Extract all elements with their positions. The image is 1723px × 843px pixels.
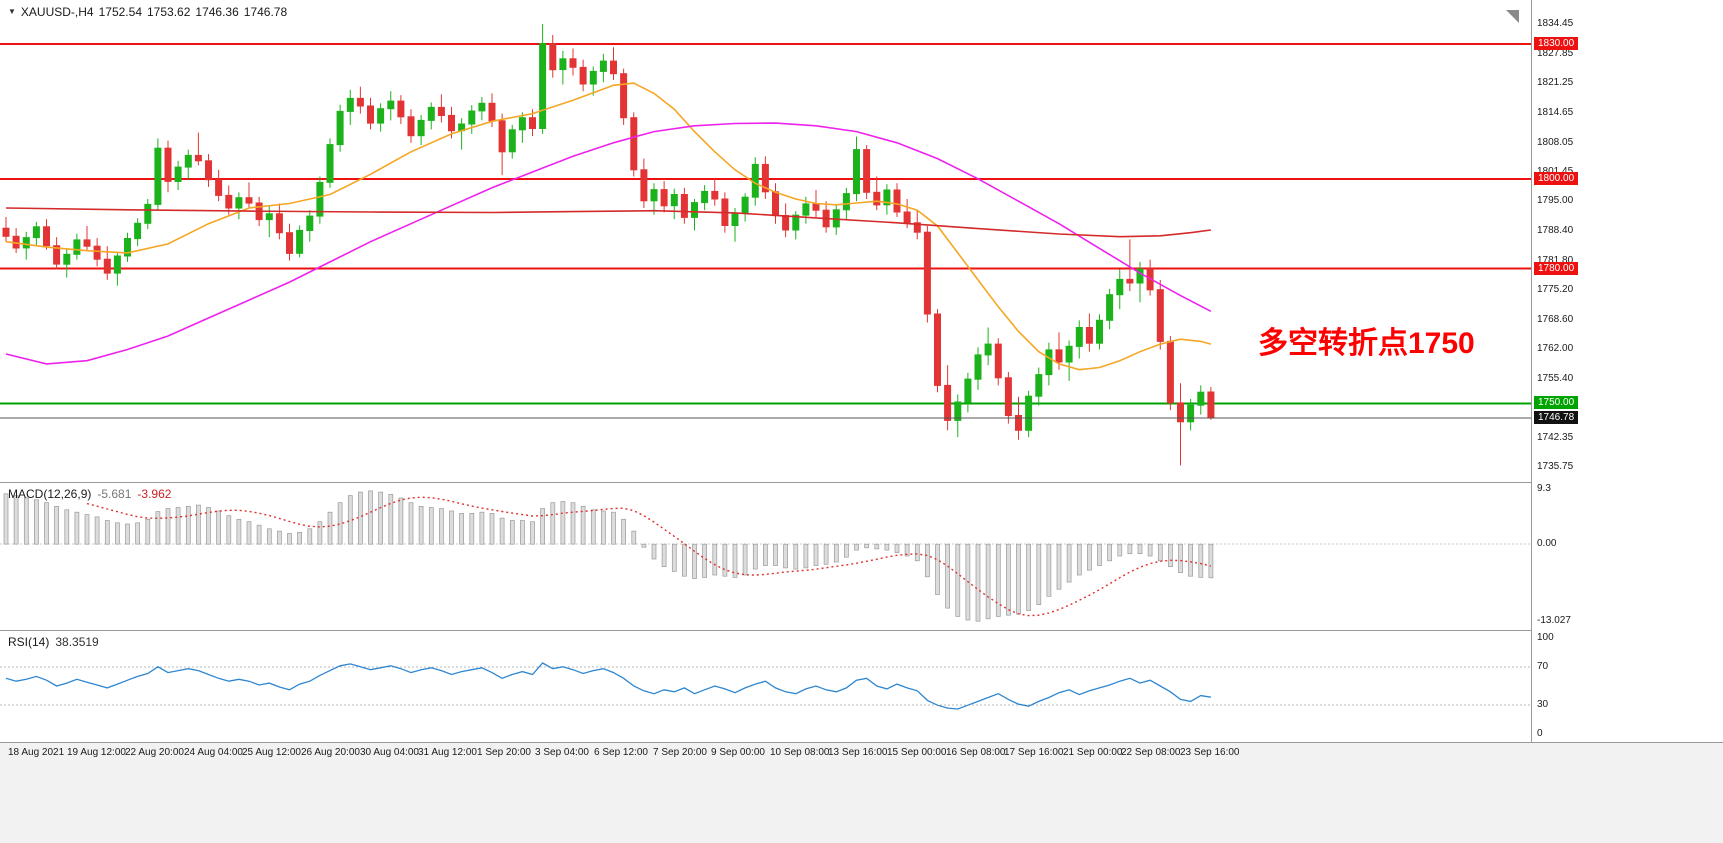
symbol-dropdown-icon[interactable]: ▼ (8, 7, 16, 16)
time-axis-label: 17 Sep 16:00 (1004, 747, 1064, 758)
axis-label: 1768.60 (1537, 314, 1574, 325)
current-price-tag: 1746.78 (1534, 411, 1579, 424)
axis-label: 1795.00 (1537, 195, 1574, 206)
price-level-tag: 1830.00 (1534, 37, 1579, 50)
axis-label: 1775.20 (1537, 284, 1574, 295)
time-axis-label: 7 Sep 20:00 (653, 747, 707, 758)
time-axis-label: 15 Sep 00:00 (887, 747, 947, 758)
time-axis-label: 19 Aug 12:00 (67, 747, 126, 758)
rsi-line (5, 662, 1212, 710)
axis-label: -13.027 (1537, 615, 1571, 626)
axis-label: 1827.85 (1537, 48, 1574, 59)
chart-shift-marker-icon[interactable] (1506, 10, 1519, 23)
time-axis-label: 23 Sep 16:00 (1180, 747, 1240, 758)
time-axis[interactable]: 18 Aug 2021 19 Aug 12:00 22 Aug 20:00 24 Au… (0, 742, 1723, 843)
price-level-tag: 1800.00 (1534, 172, 1579, 185)
axis-label: 1788.40 (1537, 225, 1574, 236)
axis-label: 70 (1537, 661, 1549, 672)
pane-separator[interactable] (0, 482, 1723, 483)
rsi-name: RSI(14) (8, 635, 50, 649)
macd-signal-value: -3.962 (137, 487, 172, 501)
time-axis-label: 1 Sep 20:00 (477, 747, 531, 758)
macd-histogram (3, 490, 1214, 622)
time-axis-label: 3 Sep 04:00 (535, 747, 589, 758)
chart-title-overlay: ▼ XAUUSD-,H4 1752.54 1753.62 1746.36 1746.78 (8, 5, 292, 19)
ohlc-open: 1752.54 (98, 5, 142, 19)
macd-value: -5.681 (97, 487, 132, 501)
axis-label: 1821.25 (1537, 77, 1574, 88)
chart-text-annotation: 多空转折点1750 (1258, 327, 1475, 360)
rsi-value: 38.3519 (55, 635, 99, 649)
time-axis-label: 26 Aug 20:00 (301, 747, 360, 758)
time-axis-label: 9 Sep 00:00 (711, 747, 765, 758)
time-axis-label: 6 Sep 12:00 (594, 747, 648, 758)
time-axis-label: 16 Sep 08:00 (946, 747, 1006, 758)
macd-signal-line (86, 496, 1212, 617)
horizontal-lines (0, 43, 1531, 405)
ma-slow-red-line (5, 207, 1212, 238)
ohlc-low: 1746.36 (195, 5, 239, 19)
ma-mid-magenta-line (5, 122, 1212, 365)
axis-label: 1814.65 (1537, 107, 1574, 118)
pane-separator[interactable] (0, 630, 1723, 631)
symbol-period-label: XAUUSD-,H4 (20, 5, 94, 19)
price-level-tag: 1750.00 (1534, 396, 1579, 409)
axis-label: 1834.45 (1537, 18, 1574, 29)
axis-label: 9.3 (1537, 483, 1551, 494)
pane-separator (0, 742, 1723, 743)
time-axis-label: 22 Sep 08:00 (1121, 747, 1181, 758)
axis-label: 1781.80 (1537, 255, 1574, 266)
time-axis-label: 22 Aug 20:00 (125, 747, 184, 758)
ma-fast-orange-line (5, 82, 1212, 371)
axis-label: 1742.35 (1537, 432, 1574, 443)
rsi-indicator-label: RSI(14) 38.3519 (8, 635, 99, 649)
axis-label: 1762.00 (1537, 343, 1574, 354)
axis-label: 1755.40 (1537, 373, 1574, 384)
time-axis-label: 21 Sep 00:00 (1063, 747, 1123, 758)
macd-name: MACD(12,26,9) (8, 487, 92, 501)
time-axis-label: 31 Aug 12:00 (418, 747, 477, 758)
ohlc-close: 1746.78 (243, 5, 288, 19)
axis-label: 1735.75 (1537, 461, 1574, 472)
time-axis-label: 30 Aug 04:00 (360, 747, 419, 758)
axis-label: 1801.45 (1537, 166, 1573, 178)
price-chart-canvas[interactable] (0, 0, 1531, 482)
axis-label: 30 (1537, 699, 1549, 710)
macd-indicator-label: MACD(12,26,9) -5.681 -3.962 (8, 487, 171, 501)
rsi-canvas[interactable] (0, 630, 1531, 742)
time-axis-label: 24 Aug 04:00 (184, 747, 243, 758)
axis-label: 0 (1537, 728, 1543, 739)
time-axis-label: 13 Sep 16:00 (828, 747, 888, 758)
time-axis-label: 25 Aug 12:00 (242, 747, 301, 758)
candlestick-series (2, 24, 1215, 466)
axis-label: 1808.05 (1537, 137, 1574, 148)
axis-label: 0.00 (1537, 538, 1557, 549)
ohlc-high: 1753.62 (147, 5, 191, 19)
macd-canvas[interactable] (0, 482, 1531, 630)
price-axis[interactable]: 1834.45 1827.85 1821.25 1814.65 1808.05 1801.… (1531, 0, 1723, 742)
time-axis-label: 18 Aug 2021 (8, 747, 65, 758)
time-axis-label: 10 Sep 08:00 (770, 747, 830, 758)
price-level-tag: 1780.00 (1534, 262, 1579, 275)
axis-label: 100 (1537, 632, 1554, 643)
